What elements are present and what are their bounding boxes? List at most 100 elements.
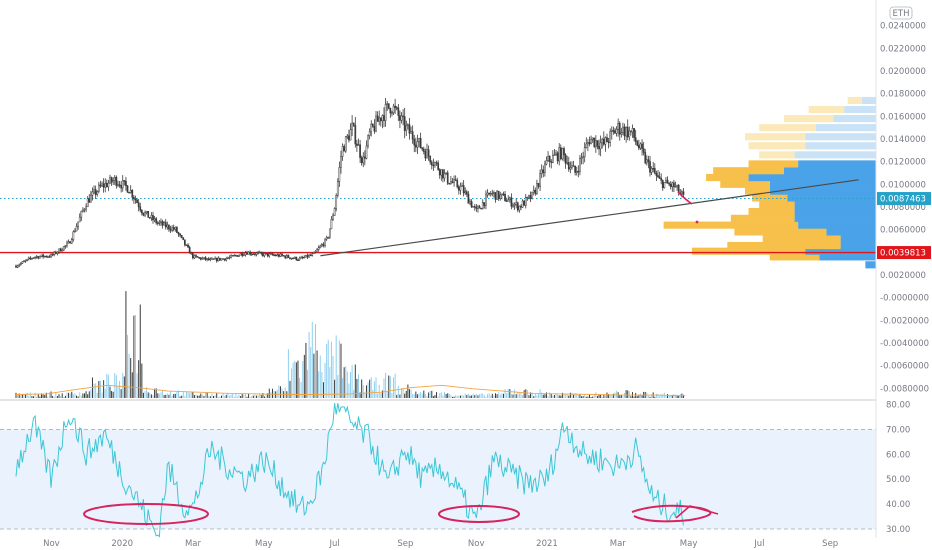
candle-body [32,257,35,259]
volume-bar [240,396,242,398]
candle-body [158,222,161,224]
volume-bar [428,392,430,398]
candle-body [131,189,134,198]
candle-body [101,183,103,187]
candle-body [491,192,494,195]
volume-bar [184,395,186,398]
candle-body [168,224,170,230]
candle-body [172,227,175,230]
volume-bar [682,394,684,398]
volume-bar [214,395,216,398]
volume-bar [79,392,81,398]
volume-bar [63,396,65,398]
volume-bar [297,360,299,398]
volume-bar [85,391,87,398]
candle-body [53,251,56,256]
volume-bar [56,396,58,398]
candle-body [160,221,162,223]
volume-bar [530,392,532,398]
volume-bar [45,392,47,398]
volume-bar [558,395,560,398]
volume-bar [335,335,337,398]
volume-bar [257,395,259,398]
candle-body [421,147,424,150]
candle-body [477,206,479,209]
candle-body [260,251,263,254]
candle-body [15,265,17,268]
candle-body [313,251,315,254]
volume-bar [55,392,57,398]
volume-bar [163,395,165,398]
candle-body [262,253,264,257]
candle-body [279,253,282,257]
candle-body [456,180,459,188]
volume-bar [423,390,425,398]
volume-bar [254,394,256,398]
volume-bar [383,378,385,398]
candle-body [306,254,309,258]
volume-bar [569,392,571,398]
candle-body [494,192,497,200]
volume-bar [131,372,133,398]
volume-bar [327,339,329,398]
candle-body [142,212,145,216]
candle-body [70,239,73,244]
volume-profile-up-bar [783,167,876,175]
rsi-axis-label: 60.00 [886,450,910,460]
volume-bar [291,368,293,398]
volume-bar [501,393,503,398]
candle-body [301,256,304,259]
rsi-pane[interactable] [0,403,876,538]
volume-profile-down-bar [748,160,799,168]
volume-bar [401,388,403,398]
candle-body [94,189,97,195]
volume-bar [115,375,117,398]
candle-body [96,191,99,195]
volume-bar [576,393,578,398]
support-level-tag-label: 0.0039813 [880,249,926,259]
volume-bar [99,380,101,398]
candle-body [185,244,188,246]
candle-body [450,181,452,185]
candle-body [250,253,253,256]
volume-bar [458,395,460,398]
volume-bar [289,380,291,398]
candle-body [376,115,379,122]
candle-body [297,259,299,261]
volume-bar [518,393,520,398]
volume-profile-down-bar [808,105,845,114]
candle-body [529,195,532,199]
symbol-badge[interactable] [889,6,913,20]
candle-body [177,232,180,235]
candle-body [526,196,529,199]
volume-bar [130,358,132,398]
candle-body [548,156,551,162]
candle-body [196,256,199,258]
candle-body [102,183,105,188]
candle-body [298,257,301,261]
annotations [83,191,719,525]
volume-profile-down-bar [752,194,788,202]
price-pane[interactable] [0,96,876,269]
volume-bar [463,395,465,398]
candle-body [239,253,242,256]
candle-body [273,254,275,256]
rsi-axis-label: 30.00 [886,525,910,535]
volume-bar [671,394,673,398]
volume-bar [120,389,122,398]
volume-bar [177,390,179,398]
volume-profile-down-bar [663,221,799,229]
volume-bar [620,394,622,398]
volume-bar [209,396,211,398]
candle-body [553,154,556,156]
volume-bar [112,391,114,398]
trend-line[interactable] [320,179,859,257]
candle-body [638,145,640,149]
volume-bar [367,382,369,398]
candle-body [580,157,583,159]
volume-bar [157,393,159,398]
candle-body [499,194,502,199]
volume-bar [493,395,495,398]
volume-bar [581,396,583,398]
